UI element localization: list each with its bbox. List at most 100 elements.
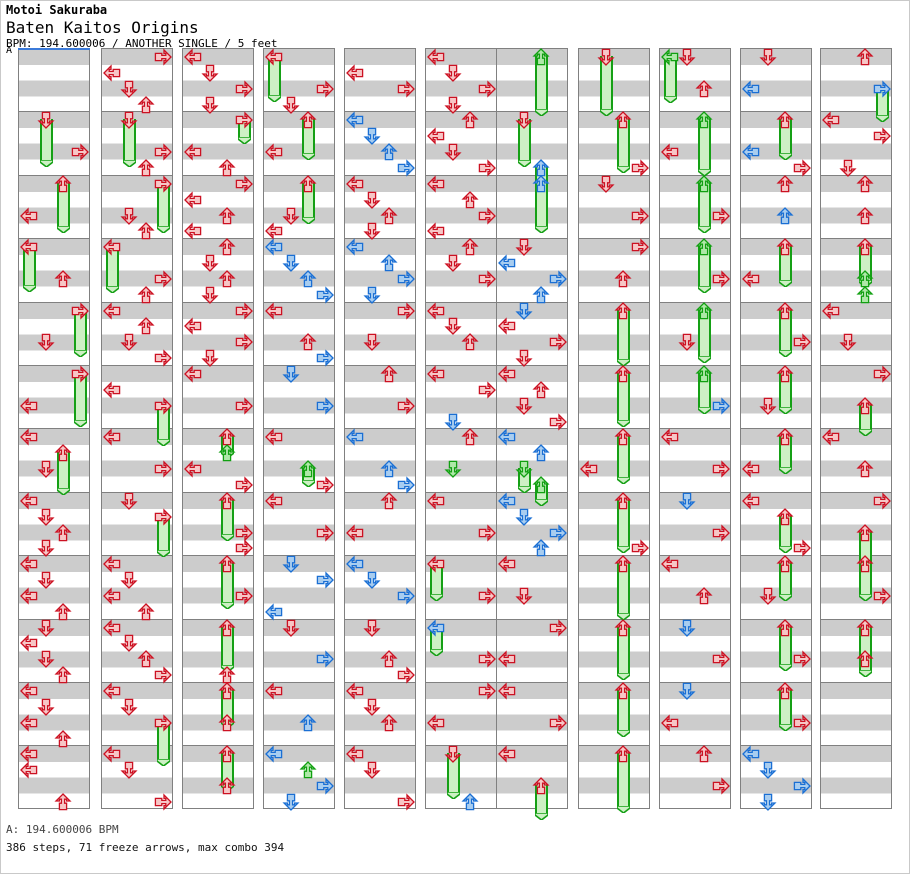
measure-block [740, 301, 812, 365]
measure-block [425, 301, 497, 365]
measure-block [578, 618, 650, 682]
measure-block [659, 48, 731, 112]
stepchart-canvas [0, 48, 912, 820]
measure-block [344, 301, 416, 365]
measure-block [344, 238, 416, 302]
measure-block [425, 48, 497, 112]
measure-block [182, 174, 254, 239]
measure-block [659, 681, 731, 746]
measure-block [578, 681, 650, 746]
chart-column [820, 48, 892, 816]
measure-block [659, 174, 731, 239]
difficulty-marker: A [6, 45, 13, 56]
measure-block [496, 555, 568, 619]
measure-stack [740, 48, 812, 809]
measure-block [344, 745, 416, 809]
measure-block [659, 364, 731, 429]
measure-block [101, 681, 173, 746]
measure-block [344, 48, 416, 112]
measure-block [425, 555, 497, 619]
measure-block [496, 301, 568, 365]
measure-block [820, 111, 892, 175]
measure-block [496, 618, 568, 682]
measure-block [182, 364, 254, 429]
chart-column [496, 48, 568, 820]
measure-block [344, 174, 416, 239]
measure-block [18, 238, 90, 302]
measure-block [182, 491, 254, 556]
chart-column [18, 48, 90, 816]
measure-block [820, 745, 892, 809]
measure-block [820, 491, 892, 556]
measure-block [425, 174, 497, 239]
measure-block [820, 618, 892, 682]
measure-block [18, 555, 90, 619]
measure-block [496, 174, 568, 239]
measure-block [578, 555, 650, 619]
measure-block [18, 174, 90, 239]
chart-meta: BPM: 194.600006 / ANOTHER SINGLE / 5 fee… [6, 37, 278, 50]
measure-block [425, 238, 497, 302]
measure-block [578, 491, 650, 556]
measure-stack [101, 48, 173, 809]
footer-stats: 386 steps, 71 freeze arrows, max combo 3… [6, 841, 285, 854]
measure-block [578, 174, 650, 239]
measure-block [578, 428, 650, 492]
measure-block [263, 618, 335, 682]
measure-block [496, 745, 568, 809]
measure-stack [659, 48, 731, 809]
measure-block [18, 364, 90, 429]
measure-block [740, 681, 812, 746]
measure-block [578, 48, 650, 112]
measure-block [659, 238, 731, 302]
chart-column [740, 48, 812, 816]
measure-block [820, 238, 892, 302]
measure-block [101, 301, 173, 365]
measure-block [344, 681, 416, 746]
measure-block [18, 618, 90, 682]
chart-column [578, 48, 650, 816]
measure-block [425, 111, 497, 175]
measure-block [263, 364, 335, 429]
measure-block [344, 491, 416, 556]
measure-block [740, 364, 812, 429]
measure-block [182, 48, 254, 112]
measure-block [496, 491, 568, 556]
measure-block [425, 428, 497, 492]
freeze-arrow-tail [534, 812, 548, 820]
measure-block [263, 174, 335, 239]
measure-stack [18, 48, 90, 809]
measure-block [101, 364, 173, 429]
measure-block [740, 174, 812, 239]
measure-stack [820, 48, 892, 809]
measure-block [263, 681, 335, 746]
measure-block [18, 111, 90, 175]
measure-block [263, 238, 335, 302]
measure-block [820, 681, 892, 746]
measure-block [425, 745, 497, 809]
measure-block [659, 111, 731, 175]
measure-block [659, 618, 731, 682]
measure-block [263, 48, 335, 112]
measure-block [496, 48, 568, 112]
measure-block [101, 174, 173, 239]
measure-block [18, 301, 90, 365]
measure-block [740, 555, 812, 619]
measure-block [740, 618, 812, 682]
measure-stack [496, 48, 568, 809]
measure-stack [344, 48, 416, 809]
chart-footer: A: 194.600006 BPM 386 steps, 71 freeze a… [6, 823, 284, 855]
measure-block [578, 238, 650, 302]
song-title: Baten Kaitos Origins [6, 18, 199, 37]
measure-block [263, 301, 335, 365]
measure-block [659, 555, 731, 619]
measure-block [740, 111, 812, 175]
measure-block [820, 555, 892, 619]
chart-column [425, 48, 497, 816]
measure-block [820, 301, 892, 365]
measure-block [740, 745, 812, 809]
measure-block [740, 238, 812, 302]
measure-block [263, 491, 335, 556]
measure-block [425, 364, 497, 429]
chart-column [101, 48, 173, 816]
